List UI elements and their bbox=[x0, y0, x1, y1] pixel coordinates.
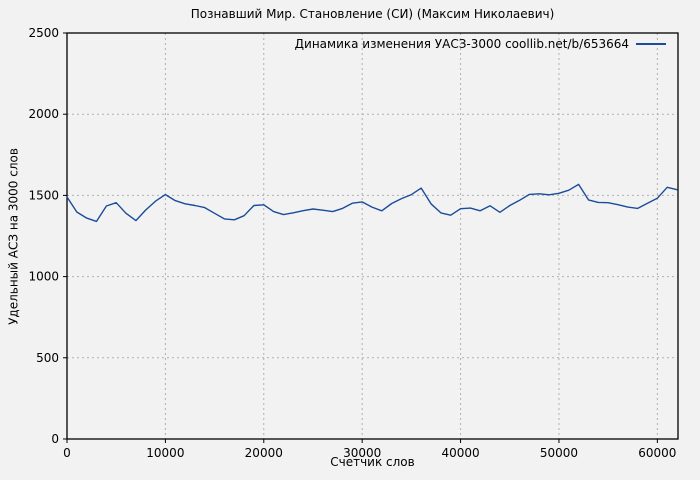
x-tick-label: 20000 bbox=[245, 446, 283, 460]
y-tick-label: 500 bbox=[36, 351, 59, 365]
chart-title: Познавший Мир. Становление (СИ) (Максим … bbox=[190, 7, 555, 21]
x-tick-label: 60000 bbox=[638, 446, 676, 460]
x-axis-label: Счетчик слов bbox=[330, 455, 415, 469]
legend-label: Динамика изменения УАСЗ-3000 coollib.net… bbox=[294, 36, 629, 51]
legend: Динамика изменения УАСЗ-3000 coollib.net… bbox=[294, 36, 666, 51]
plot-border bbox=[66, 32, 679, 440]
y-tick-label: 1500 bbox=[28, 188, 59, 202]
x-tick-label: 0 bbox=[63, 446, 71, 460]
x-tick-label: 50000 bbox=[540, 446, 578, 460]
y-tick-label: 1000 bbox=[28, 270, 59, 284]
y-tick-label: 0 bbox=[51, 432, 59, 446]
legend-line-sample bbox=[636, 42, 666, 45]
x-tick-label: 30000 bbox=[343, 446, 381, 460]
y-tick-label: 2500 bbox=[28, 26, 59, 40]
y-tick-label: 2000 bbox=[28, 107, 59, 121]
x-tick-label: 10000 bbox=[146, 446, 184, 460]
x-tick-label: 40000 bbox=[441, 446, 479, 460]
data-line bbox=[66, 183, 678, 223]
